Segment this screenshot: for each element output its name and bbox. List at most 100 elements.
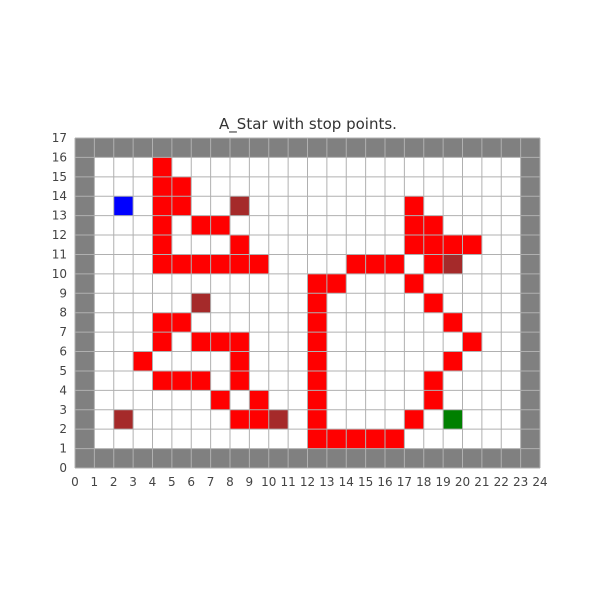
x-tick-label: 9 bbox=[246, 475, 254, 489]
wall-cell bbox=[520, 293, 540, 313]
y-tick-label: 6 bbox=[59, 345, 67, 359]
path-cell bbox=[307, 390, 327, 410]
wall-cell bbox=[520, 351, 540, 371]
y-tick-label: 8 bbox=[59, 306, 67, 320]
path-cell bbox=[404, 409, 424, 430]
path-cell bbox=[152, 312, 172, 333]
wall-cell bbox=[520, 254, 540, 274]
wall-cell bbox=[443, 448, 463, 468]
x-tick-label: 17 bbox=[397, 475, 412, 489]
wall-cell bbox=[520, 176, 540, 197]
wall-cell bbox=[288, 448, 308, 468]
wall-cell bbox=[75, 448, 95, 468]
path-cell bbox=[171, 196, 192, 216]
start-cell bbox=[113, 196, 134, 216]
x-tick-label: 5 bbox=[168, 475, 176, 489]
wall-cell bbox=[501, 448, 521, 468]
wall-cell bbox=[75, 370, 95, 391]
path-cell bbox=[443, 351, 463, 371]
wall-cell bbox=[520, 138, 540, 158]
path-cell bbox=[307, 409, 327, 430]
path-cell bbox=[230, 235, 250, 255]
wall-cell bbox=[346, 138, 366, 158]
y-tick-label: 16 bbox=[52, 150, 67, 164]
path-cell bbox=[462, 332, 482, 352]
x-tick-label: 18 bbox=[416, 475, 431, 489]
wall-cell bbox=[481, 138, 502, 158]
path-cell bbox=[307, 293, 327, 313]
wall-cell bbox=[75, 215, 95, 236]
wall-cell bbox=[385, 448, 405, 468]
x-tick-label: 19 bbox=[435, 475, 450, 489]
chart-title: A_Star with stop points. bbox=[219, 115, 397, 134]
wall-cell bbox=[520, 429, 540, 449]
wall-cell bbox=[191, 448, 211, 468]
wall-cell bbox=[75, 429, 95, 449]
wall-cell bbox=[75, 196, 95, 216]
path-cell bbox=[152, 235, 172, 255]
path-cell bbox=[326, 273, 347, 294]
path-cell bbox=[443, 235, 463, 255]
path-cell bbox=[423, 254, 444, 274]
wall-cell bbox=[75, 254, 95, 274]
wall-cell bbox=[365, 138, 385, 158]
y-tick-label: 1 bbox=[59, 442, 67, 456]
y-tick-label: 5 bbox=[59, 364, 67, 378]
path-cell bbox=[249, 254, 269, 274]
wall-cell bbox=[520, 312, 540, 333]
y-tick-label: 12 bbox=[52, 228, 67, 242]
wall-cell bbox=[307, 138, 327, 158]
wall-cell bbox=[210, 448, 230, 468]
stop-point-cell bbox=[191, 293, 211, 313]
y-tick-label: 9 bbox=[59, 286, 67, 300]
x-tick-label: 8 bbox=[226, 475, 234, 489]
wall-cell bbox=[94, 448, 114, 468]
path-cell bbox=[385, 429, 405, 449]
path-cell bbox=[210, 390, 230, 410]
wall-cell bbox=[152, 448, 172, 468]
path-cell bbox=[404, 273, 424, 294]
wall-cell bbox=[230, 138, 250, 158]
wall-cell bbox=[75, 176, 95, 197]
x-tick-label: 23 bbox=[513, 475, 528, 489]
wall-cell bbox=[75, 138, 95, 158]
wall-cell bbox=[75, 390, 95, 410]
y-tick-label: 11 bbox=[52, 247, 67, 261]
x-tick-label: 21 bbox=[474, 475, 489, 489]
wall-cell bbox=[520, 157, 540, 177]
y-tick-label: 13 bbox=[52, 209, 67, 223]
path-cell bbox=[307, 429, 327, 449]
wall-cell bbox=[171, 138, 192, 158]
path-cell bbox=[152, 176, 172, 197]
x-tick-label: 22 bbox=[494, 475, 509, 489]
x-tick-label: 4 bbox=[149, 475, 157, 489]
wall-cell bbox=[520, 448, 540, 468]
path-cell bbox=[404, 196, 424, 216]
stop-point-cell bbox=[268, 409, 289, 430]
y-tick-label: 0 bbox=[59, 461, 67, 475]
path-cell bbox=[423, 215, 444, 236]
x-tick-label: 1 bbox=[91, 475, 99, 489]
path-cell bbox=[365, 254, 385, 274]
path-cell bbox=[404, 235, 424, 255]
wall-cell bbox=[404, 138, 424, 158]
path-cell bbox=[210, 215, 230, 236]
wall-cell bbox=[133, 448, 153, 468]
wall-cell bbox=[307, 448, 327, 468]
path-cell bbox=[307, 332, 327, 352]
y-tick-label: 10 bbox=[52, 267, 67, 281]
path-cell bbox=[423, 370, 444, 391]
grid-lines bbox=[74, 137, 541, 469]
y-tick-label: 3 bbox=[59, 403, 67, 417]
wall-cell bbox=[520, 235, 540, 255]
x-tick-label: 3 bbox=[129, 475, 137, 489]
y-tick-label: 7 bbox=[59, 325, 67, 339]
wall-cell bbox=[152, 138, 172, 158]
wall-cell bbox=[210, 138, 230, 158]
path-cell bbox=[191, 332, 211, 352]
wall-cell bbox=[481, 448, 502, 468]
x-tick-label: 2 bbox=[110, 475, 118, 489]
path-cell bbox=[191, 215, 211, 236]
